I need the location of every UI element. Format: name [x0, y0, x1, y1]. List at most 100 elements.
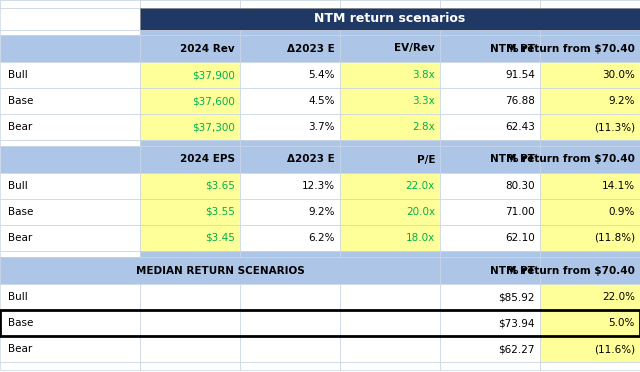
Bar [0, 30, 140, 35]
Text: (11.6%): (11.6%) [594, 344, 635, 354]
Text: NTM PT: NTM PT [490, 44, 535, 54]
Bar [0, 35, 140, 62]
Text: 30.0%: 30.0% [602, 70, 635, 80]
Bar [440, 0, 540, 8]
Text: Bull: Bull [8, 181, 28, 191]
Bar [140, 146, 240, 173]
Text: 4.5%: 4.5% [308, 96, 335, 106]
Text: 9.2%: 9.2% [308, 207, 335, 217]
Text: 5.0%: 5.0% [609, 318, 635, 328]
Bar [240, 336, 340, 362]
Bar [240, 199, 340, 225]
Text: 76.88: 76.88 [505, 96, 535, 106]
Bar [540, 173, 640, 199]
Text: 22.0%: 22.0% [602, 292, 635, 302]
Bar [0, 173, 140, 199]
Bar [340, 146, 440, 173]
Bar [140, 114, 240, 140]
Bar [440, 199, 540, 225]
Text: $85.92: $85.92 [499, 292, 535, 302]
Bar [340, 284, 440, 310]
Bar [240, 0, 340, 8]
Bar [140, 62, 240, 88]
Text: 22.0x: 22.0x [406, 181, 435, 191]
Bar [440, 336, 540, 362]
Bar [440, 88, 540, 114]
Bar [340, 0, 440, 8]
Bar [340, 173, 440, 199]
Text: Δ2023 E: Δ2023 E [287, 44, 335, 54]
Bar [0, 362, 140, 370]
Bar [0, 310, 140, 336]
Bar [240, 88, 340, 114]
Bar [0, 257, 440, 284]
Bar [0, 88, 140, 114]
Text: 91.54: 91.54 [505, 70, 535, 80]
Bar [240, 30, 340, 35]
Bar [0, 199, 140, 225]
Bar [340, 62, 440, 88]
Text: NTM return scenarios: NTM return scenarios [314, 13, 466, 26]
Bar [240, 284, 340, 310]
Bar [540, 225, 640, 251]
Bar [0, 140, 140, 146]
Text: 12.3%: 12.3% [302, 181, 335, 191]
Bar [340, 362, 440, 370]
Bar [240, 62, 340, 88]
Bar [540, 199, 640, 225]
Text: Bull: Bull [8, 292, 28, 302]
Bar [0, 310, 640, 336]
Bar [140, 310, 240, 336]
Bar [140, 88, 240, 114]
Bar [0, 336, 140, 362]
Bar [340, 35, 440, 62]
Text: 20.0x: 20.0x [406, 207, 435, 217]
Bar [340, 310, 440, 336]
Bar [140, 251, 240, 257]
Bar [240, 251, 340, 257]
Text: 18.0x: 18.0x [406, 233, 435, 243]
Bar [440, 114, 540, 140]
Bar [440, 251, 540, 257]
Text: $3.65: $3.65 [205, 181, 235, 191]
Bar [0, 284, 140, 310]
Bar [540, 284, 640, 310]
Bar [240, 173, 340, 199]
Bar [540, 35, 640, 62]
Text: $37,600: $37,600 [192, 96, 235, 106]
Bar [0, 146, 140, 173]
Bar [540, 362, 640, 370]
Text: $3.55: $3.55 [205, 207, 235, 217]
Bar [440, 173, 540, 199]
Text: P/E: P/E [417, 154, 435, 164]
Bar [440, 310, 540, 336]
Bar [140, 30, 240, 35]
Bar [0, 251, 140, 257]
Text: 3.7%: 3.7% [308, 122, 335, 132]
Bar [340, 30, 440, 35]
Text: % return from $70.40: % return from $70.40 [508, 266, 635, 276]
Bar [0, 0, 640, 8]
Bar [540, 336, 640, 362]
Bar [140, 173, 240, 199]
Bar [240, 362, 340, 370]
Bar [140, 35, 240, 62]
Text: 0.9%: 0.9% [609, 207, 635, 217]
Text: 80.30: 80.30 [506, 181, 535, 191]
Text: 6.2%: 6.2% [308, 233, 335, 243]
Text: 2.8x: 2.8x [412, 122, 435, 132]
Bar [440, 140, 540, 146]
Bar [540, 30, 640, 35]
Bar [440, 257, 540, 284]
Text: NTM PT: NTM PT [490, 154, 535, 164]
Text: Bear: Bear [8, 233, 32, 243]
Bar [140, 0, 240, 8]
Text: 14.1%: 14.1% [602, 181, 635, 191]
Bar [0, 62, 140, 88]
Text: 5.4%: 5.4% [308, 70, 335, 80]
Text: NTM PT: NTM PT [490, 266, 535, 276]
Bar [240, 310, 340, 336]
Bar [440, 35, 540, 62]
Text: $3.45: $3.45 [205, 233, 235, 243]
Text: % return from $70.40: % return from $70.40 [508, 154, 635, 164]
